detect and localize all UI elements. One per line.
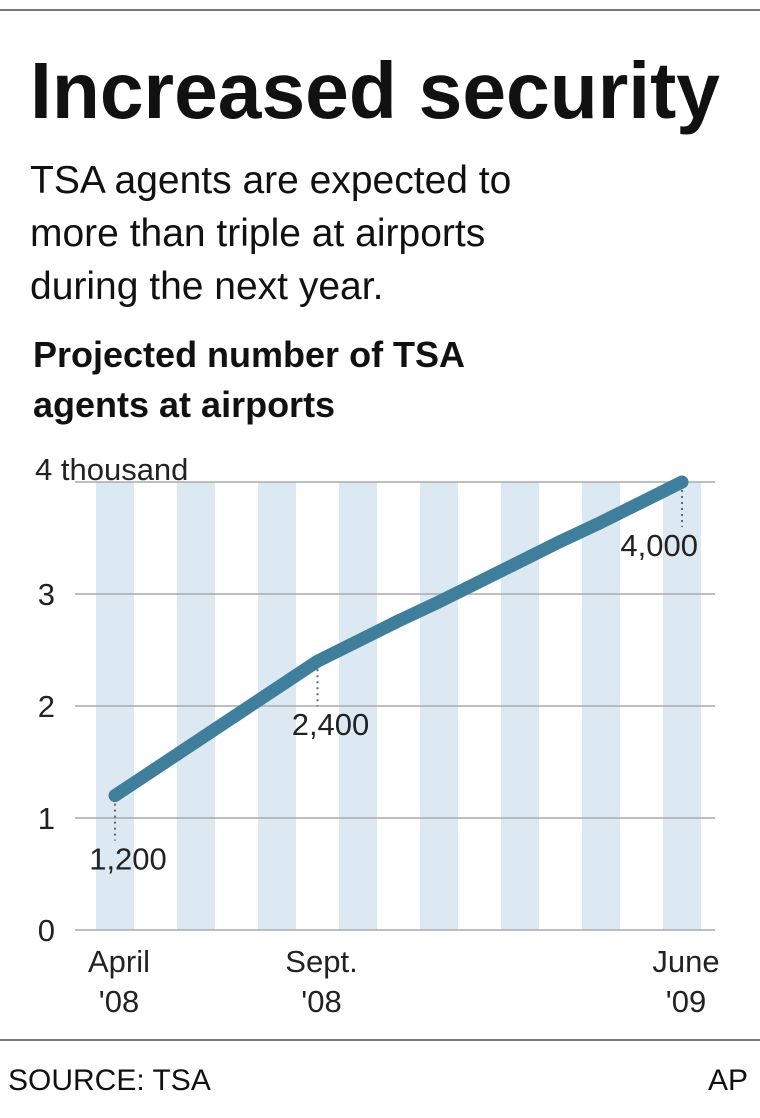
y-tick-label: 2: [38, 689, 55, 724]
subtitle-line: more than triple at airports: [30, 212, 485, 255]
y-tick-label: 1: [38, 801, 55, 836]
plot: 0 1 2 3 4 thousand April '08 Sept. '08 June '09 1,2…: [35, 452, 720, 1019]
chart-title: agents at airports: [33, 384, 335, 425]
subtitle-line: during the next year.: [30, 265, 383, 308]
x-tick-label: April '08: [88, 944, 150, 1019]
data-line: [108, 475, 689, 803]
value-label: 2,400: [292, 707, 370, 742]
title: Increased security: [30, 46, 720, 135]
source: SOURCE: TSA: [8, 1064, 211, 1097]
chart-title: Projected number of TSA: [33, 334, 465, 375]
credit: AP: [708, 1064, 748, 1097]
x-tick-label: June '09: [652, 944, 719, 1019]
y-tick-label: 0: [38, 913, 55, 948]
x-tick-label: Sept. '08: [285, 944, 357, 1019]
value-label: 4,000: [620, 528, 698, 563]
value-label: 1,200: [89, 842, 167, 877]
y-tick-label: 3: [38, 577, 55, 612]
subtitle-line: TSA agents are expected to: [30, 159, 511, 202]
y-tick-label: 4 thousand: [35, 452, 188, 487]
